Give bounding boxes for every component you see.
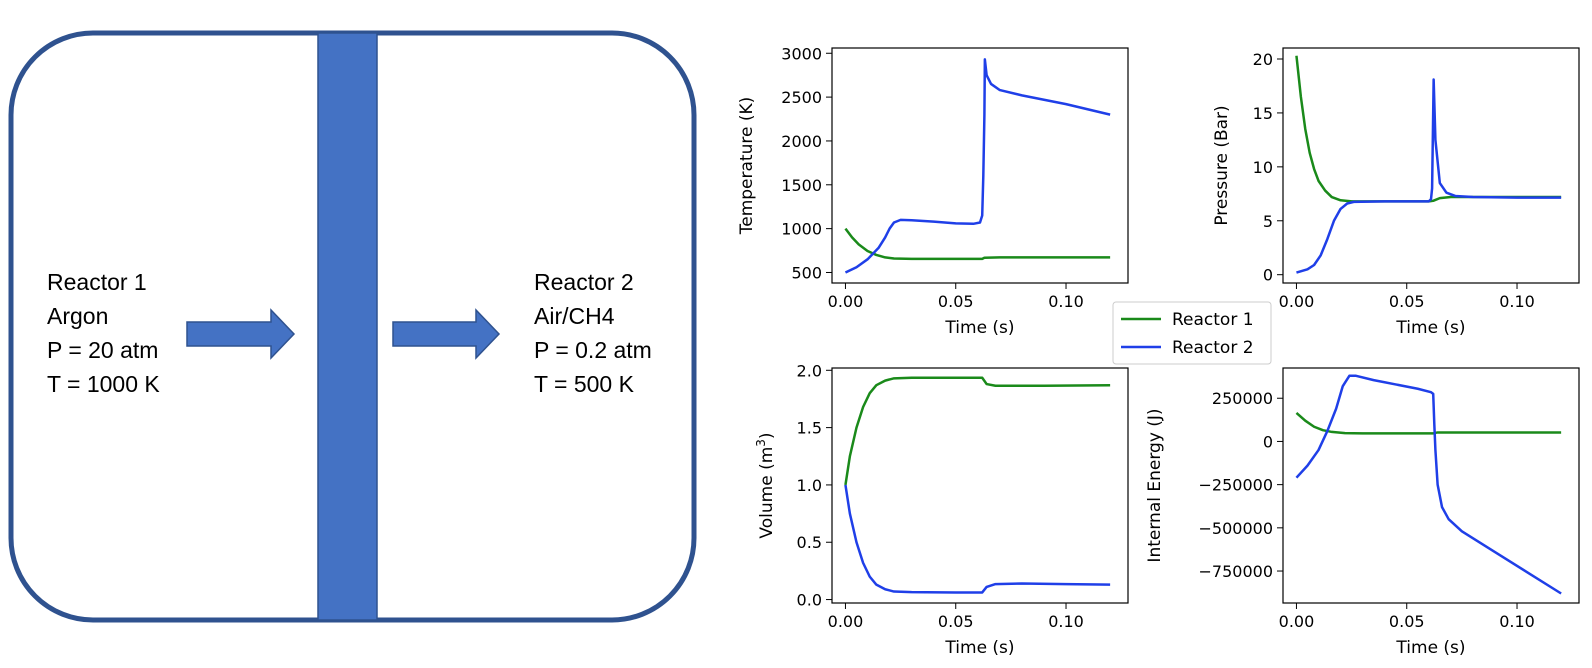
reactor2-label: Reactor 2 Air/CH4 P = 0.2 atm T = 500 K: [534, 269, 652, 397]
chart-volume: 0.00 0.05 0.10 0.0 0.5 1.0 1.5 2.0 Time (s) Volum…: [754, 361, 1129, 658]
legend: Reactor 1 Reactor 2: [1112, 301, 1272, 365]
reactor2-pressure: P = 0.2 atm: [534, 337, 652, 363]
y-tick-label: −750000: [1199, 562, 1273, 581]
y-tick-label: 0: [1263, 266, 1273, 285]
y-tick-label: 2000: [781, 132, 822, 151]
x-tick-label: 0.05: [938, 612, 974, 631]
y-tick-label: 0.5: [797, 533, 822, 552]
divider-wall: [317, 32, 378, 621]
y-tick-label: 15: [1253, 104, 1273, 123]
x-tick-label: 0.00: [828, 292, 864, 311]
y-tick-label: 1.5: [797, 419, 822, 438]
series-line-reactor1: [844, 227, 1111, 261]
y-axis-label: Temperature (K): [737, 97, 757, 236]
y-tick-label: 0.0: [797, 591, 822, 610]
x-tick-label: 0.00: [1279, 612, 1315, 631]
x-axis-label: Time (s): [944, 318, 1014, 338]
y-tick-label: −500000: [1199, 519, 1273, 538]
y-tick-label: 1.0: [797, 476, 822, 495]
x-tick-label: 0.10: [1499, 292, 1535, 311]
chart-internal_energy: 0.00 0.05 0.10 −750000 −500000 −250000 0 250000…: [1145, 367, 1580, 658]
series-line-reactor1: [1295, 55, 1562, 203]
reactor1-pressure: P = 20 atm: [47, 337, 158, 363]
chart-temperature: 0.00 0.05 0.10 500 1000 1500 2000 2500 3000 Time …: [737, 44, 1129, 338]
series-line-reactor2: [844, 58, 1111, 274]
x-axis-label: Time (s): [944, 638, 1014, 658]
series-line-reactor1: [844, 376, 1111, 486]
x-tick-label: 0.10: [1048, 612, 1084, 631]
y-axis-label: Internal Energy (J): [1145, 408, 1165, 562]
y-tick-label: 3000: [781, 44, 822, 63]
x-tick-label: 0.10: [1048, 292, 1084, 311]
y-tick-label: 5: [1263, 212, 1273, 231]
chart-pressure: 0.00 0.05 0.10 0 5 10 15 20 Time (s) Pressure (Ba…: [1212, 47, 1580, 338]
reactor2-temperature: T = 500 K: [534, 371, 635, 397]
y-tick-label: 10: [1253, 158, 1273, 177]
y-tick-label: 2500: [781, 88, 822, 107]
charts: 0.00 0.05 0.1050010001500200025003000Time …: [737, 44, 1580, 658]
reactor1-gas: Argon: [47, 303, 108, 329]
x-tick-label: 0.05: [1389, 292, 1425, 311]
flow-arrow-left: [186, 308, 296, 360]
x-tick-label: 0.10: [1499, 612, 1535, 631]
y-tick-label: 1500: [781, 176, 822, 195]
y-tick-label: 2.0: [797, 361, 822, 380]
axes-frame: [1282, 367, 1580, 604]
legend-label-reactor1: Reactor 1: [1172, 310, 1254, 330]
x-tick-label: 0.05: [1389, 612, 1425, 631]
y-tick-label: 250000: [1212, 389, 1273, 408]
x-axis-label: Time (s): [1395, 318, 1465, 338]
flow-arrow-right: [392, 308, 501, 360]
y-tick-label: 0: [1263, 432, 1273, 451]
series-line-reactor1: [1295, 411, 1562, 435]
series-line-reactor2: [1295, 374, 1562, 595]
y-axis-label: Volume (m3): [754, 432, 777, 538]
reactor2-title: Reactor 2: [534, 269, 634, 295]
x-tick-label: 0.00: [828, 612, 864, 631]
y-tick-label: 20: [1253, 50, 1273, 69]
axes-frame: [1282, 47, 1580, 284]
legend-frame: [1112, 301, 1272, 365]
series-line-reactor2: [844, 484, 1111, 594]
series-line-reactor2: [1296, 78, 1562, 274]
y-tick-label: 1000: [781, 220, 822, 239]
reactor1-title: Reactor 1: [47, 269, 147, 295]
reactor1-label: Reactor 1 Argon P = 20 atm T = 1000 K: [47, 269, 160, 397]
reactor2-gas: Air/CH4: [534, 303, 615, 329]
x-tick-label: 0.05: [938, 292, 974, 311]
y-axis-label: Pressure (Bar): [1212, 105, 1232, 225]
legend-label-reactor2: Reactor 2: [1172, 338, 1254, 358]
y-tick-label: −250000: [1199, 476, 1273, 495]
x-axis-label: Time (s): [1395, 638, 1465, 658]
reactor-diagram: Reactor 1 Argon P = 20 atm T = 1000 K Re…: [8, 30, 697, 623]
reactor1-temperature: T = 1000 K: [47, 371, 160, 397]
y-tick-label: 500: [791, 263, 822, 282]
axes-frame: [831, 47, 1129, 284]
axes-frame: [831, 367, 1129, 604]
x-tick-label: 0.00: [1279, 292, 1315, 311]
